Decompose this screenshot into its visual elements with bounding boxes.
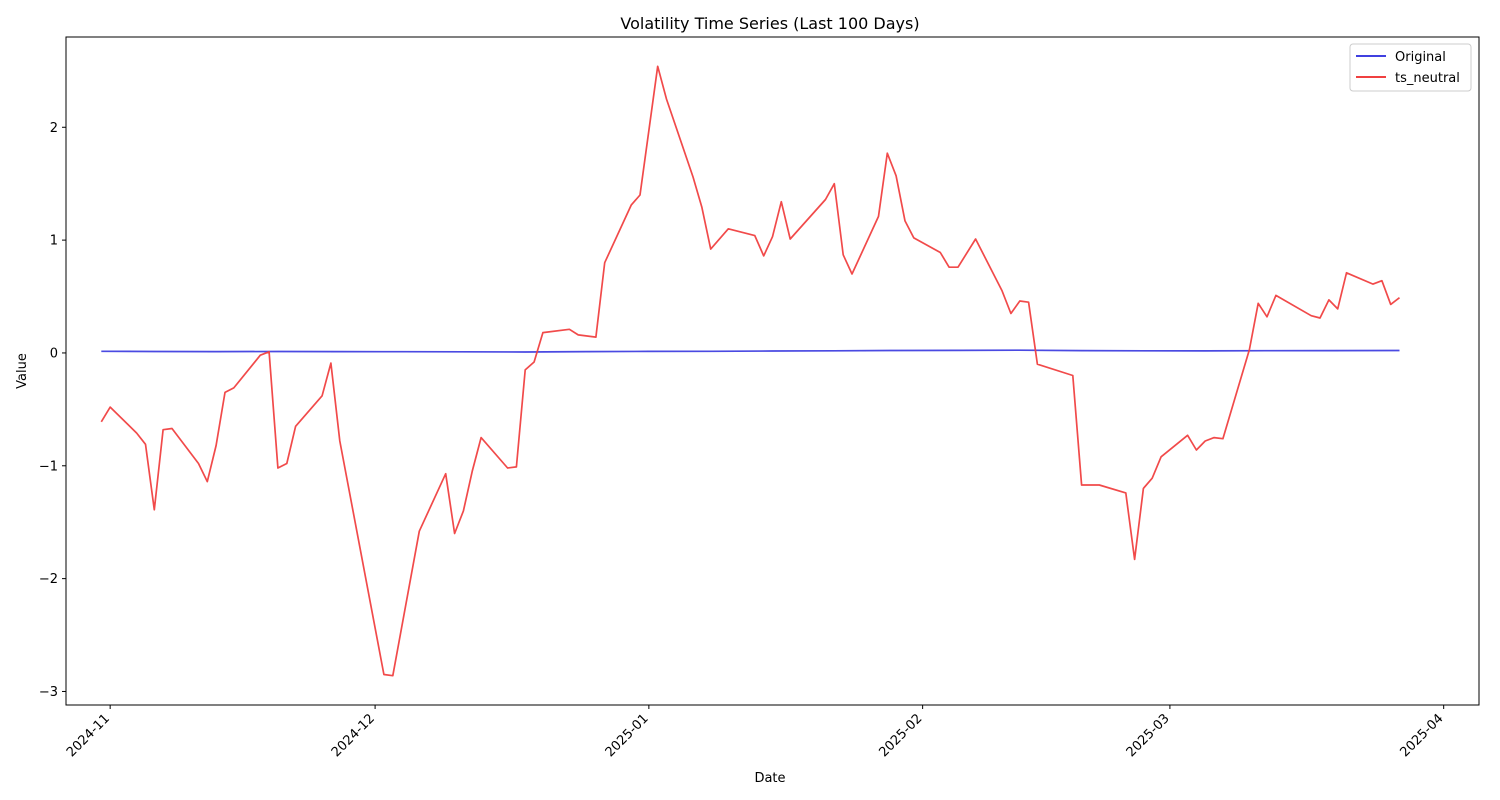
series-line-original bbox=[101, 349, 1400, 353]
x-tick-label: 2025-04 bbox=[1397, 711, 1446, 760]
chart-title: Volatility Time Series (Last 100 Days) bbox=[620, 14, 919, 33]
y-axis-ticks: −3 −2 −1 0 1 2 bbox=[39, 121, 66, 700]
x-tick-label: 2024-11 bbox=[64, 711, 113, 760]
legend: Original ts_neutral bbox=[1349, 43, 1472, 92]
y-tick-label: 1 bbox=[50, 234, 58, 249]
x-tick-label: 2024-12 bbox=[329, 711, 378, 760]
x-axis-ticks: 2024-11 2024-12 2025-01 2025-02 2025-03 2025-… bbox=[64, 705, 1447, 760]
y-tick-label: −1 bbox=[39, 459, 58, 474]
x-tick-label: 2025-03 bbox=[1124, 711, 1173, 760]
series-line-ts-neutral bbox=[100, 65, 1401, 677]
x-tick-label: 2025-02 bbox=[876, 711, 925, 760]
y-tick-label: −2 bbox=[39, 572, 58, 587]
x-axis-label: Date bbox=[754, 771, 785, 786]
plot-frame bbox=[65, 36, 1480, 706]
legend-label-ts-neutral: ts_neutral bbox=[1395, 71, 1460, 86]
y-tick-label: 2 bbox=[50, 121, 58, 136]
legend-label-original: Original bbox=[1395, 50, 1446, 65]
y-tick-label: 0 bbox=[50, 346, 58, 361]
x-tick-label: 2025-01 bbox=[603, 711, 652, 760]
y-axis-label: Value bbox=[15, 353, 30, 389]
plot-area bbox=[100, 65, 1401, 677]
y-tick-label: −3 bbox=[39, 685, 58, 700]
